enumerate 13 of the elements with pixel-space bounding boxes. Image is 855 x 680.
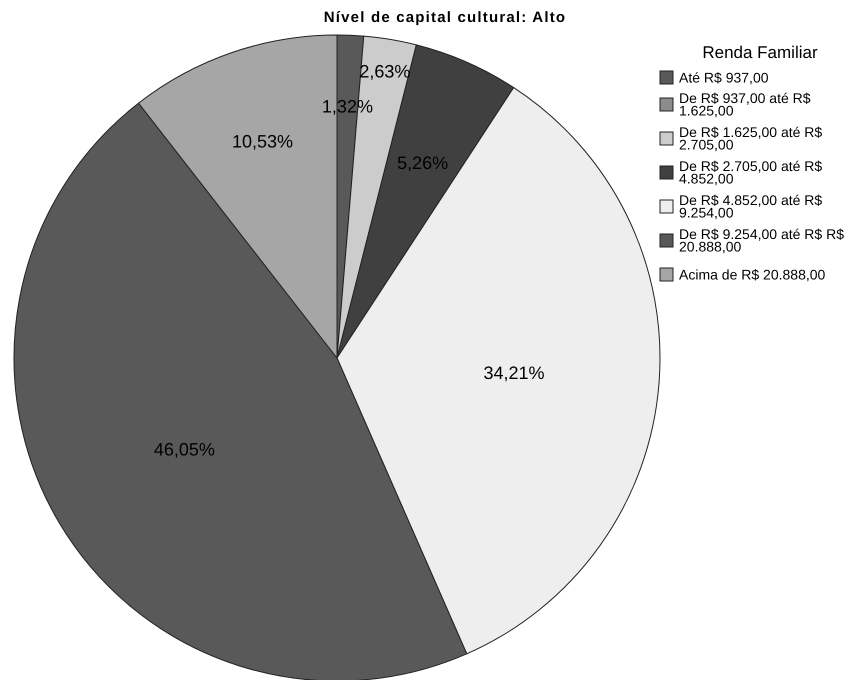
legend-label: De R$ 1.625,00 até R$ 2.705,00 [679,124,822,152]
data-label: 46,05% [154,439,215,460]
legend-label: De R$ 9.254,00 até R$ R$ 20.888,00 [679,226,844,254]
legend-label: Até R$ 937,00 [679,69,769,86]
legend-label: De R$ 4.852,00 até R$ 9.254,00 [679,192,822,220]
legend-label: De R$ 2.705,00 até R$ 4.852,00 [679,158,822,186]
data-label: 10,53% [232,131,294,152]
legend-title: Renda Familiar [702,43,818,62]
data-label: 34,21% [484,362,545,383]
chart-title: Nível de capital cultural: Alto [324,9,566,26]
legend-label: Acima de R$ 20.888,00 [679,266,826,282]
legend-label: De R$ 937,00 até R$ 1.625,00 [679,90,811,118]
data-label: 5,26% [397,153,448,174]
